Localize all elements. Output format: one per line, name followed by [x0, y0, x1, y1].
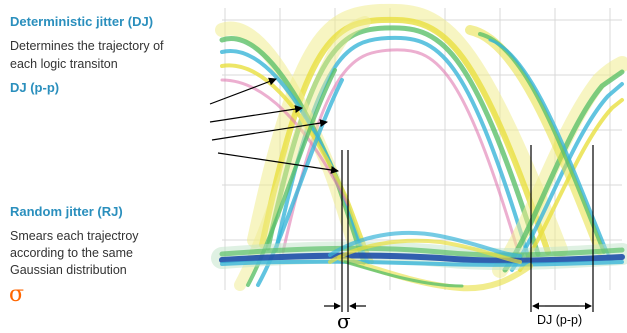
djpp-marker: [530, 145, 594, 312]
dj-description-line2: each logic transiton: [10, 57, 118, 71]
rj-title: Random jitter (RJ): [10, 204, 123, 219]
rj-sigma-symbol: σ: [9, 282, 25, 307]
right-crossing-traces: [465, 25, 627, 278]
annotation-arrows: [209, 77, 339, 174]
djpp-measurement-label: DJ (p-p): [537, 313, 583, 327]
rj-description-line2: according to the same: [10, 246, 133, 260]
rj-description-line1: Smears each trajectroy: [10, 229, 139, 243]
dj-title: Deterministic jitter (DJ): [10, 14, 154, 29]
dj-description-line1: Determines the trajectory of: [10, 39, 164, 53]
rj-description-line3: Gaussian distribution: [10, 263, 127, 277]
sigma-measurement-label: σ: [337, 309, 351, 333]
bottom-rail-traces: [211, 230, 627, 292]
dj-pp-label: DJ (p-p): [10, 80, 60, 95]
sigma-marker: [324, 150, 366, 312]
eye-traces: [211, 3, 627, 292]
